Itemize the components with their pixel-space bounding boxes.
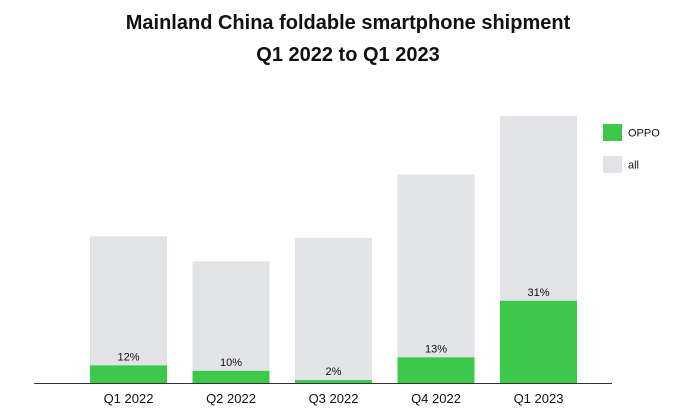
bar-all-2 bbox=[192, 261, 270, 383]
bar-oppo-3 bbox=[295, 380, 372, 383]
bar-oppo-5 bbox=[500, 300, 577, 383]
legend-label-all: all bbox=[628, 160, 639, 172]
x-tick-label-1: Q1 2022 bbox=[104, 391, 154, 406]
bar-all-1 bbox=[90, 236, 167, 383]
data-label-4: 13% bbox=[425, 343, 447, 355]
data-label-2: 10% bbox=[220, 357, 242, 369]
data-label-1: 12% bbox=[117, 351, 139, 363]
x-tick-label-5: Q1 2023 bbox=[514, 391, 564, 406]
chart-subtitle: Q1 2022 to Q1 2023 bbox=[256, 44, 440, 66]
legend-swatch-all bbox=[603, 156, 622, 173]
x-tick-label-4: Q4 2022 bbox=[411, 391, 461, 406]
data-label-5: 31% bbox=[527, 287, 549, 299]
bar-oppo-4 bbox=[397, 357, 475, 383]
bar-all-4 bbox=[397, 174, 475, 383]
x-tick-label-2: Q2 2022 bbox=[206, 391, 256, 406]
data-label-3: 2% bbox=[326, 366, 342, 378]
x-tick-label-3: Q3 2022 bbox=[309, 391, 359, 406]
chart-title: Mainland China foldable smartphone shipm… bbox=[125, 12, 571, 34]
legend-swatch-oppo bbox=[603, 124, 622, 141]
bar-all-3 bbox=[295, 237, 372, 383]
bar-oppo-2 bbox=[192, 370, 270, 383]
bar-oppo-1 bbox=[90, 365, 167, 383]
legend-label-oppo: OPPO bbox=[628, 128, 660, 140]
